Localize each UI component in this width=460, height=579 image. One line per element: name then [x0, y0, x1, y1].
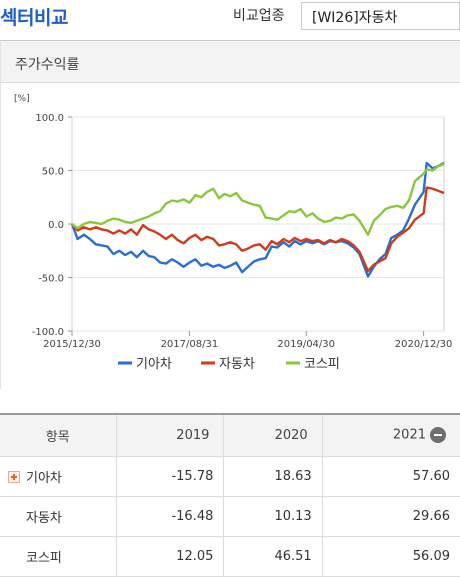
row-name-cell: 기아차	[0, 456, 116, 497]
series-lines	[70, 161, 445, 278]
x-tick-label: 2019/04/30	[277, 339, 335, 350]
table-row: 기아차 -15.78 18.63 57.60	[0, 456, 460, 497]
y-tick-label: -100.0	[32, 327, 64, 338]
column-header-item: 항목	[0, 414, 116, 457]
legend-label: 코스피	[304, 357, 340, 372]
table-row: 자동차 -16.48 10.13 29.66	[0, 496, 460, 537]
compare-sector-select[interactable]: [WI26]자동차	[301, 2, 460, 30]
x-tick-label: 2020/12/30	[395, 339, 453, 350]
expand-plus-icon[interactable]	[8, 470, 20, 483]
table-header-row: 항목 2019 2020 2021	[0, 414, 460, 457]
series-line	[71, 162, 445, 236]
row-name: 기아차	[26, 470, 62, 486]
x-tick-label: 2017/08/31	[161, 339, 219, 350]
returns-panel: 주가수익률	[0, 40, 460, 389]
returns-table: 항목 2019 2020 2021 기아차 -15.78 18.63 57.60…	[0, 413, 460, 577]
value-cell: 10.13	[223, 496, 323, 537]
legend-label: 기아차	[136, 357, 172, 372]
compare-label: 비교업종	[233, 8, 285, 24]
panel-header: 주가수익률	[1, 41, 460, 83]
value-cell: -16.48	[115, 496, 224, 537]
year-label: 2020	[274, 427, 308, 443]
y-tick-label: -50.0	[38, 274, 64, 285]
column-header-year: 2019	[115, 414, 224, 457]
y-axis-ticks: 100.0 50.0 0.0 -50.0 -100.0	[32, 113, 72, 338]
value-cell: 57.60	[321, 456, 460, 497]
y-tick-label: 50.0	[42, 167, 64, 178]
value-cell: 29.66	[321, 496, 460, 537]
y-tick-label: 0.0	[48, 220, 64, 231]
y-tick-label: 100.0	[35, 113, 64, 124]
value-cell: 12.05	[115, 536, 224, 577]
collapse-minus-icon[interactable]	[430, 427, 446, 444]
y-unit-label: [%]	[14, 94, 30, 104]
column-header-year: 2021	[321, 414, 460, 457]
x-axis-ticks: 2015/12/30 2017/08/31 2019/04/30 2020/12/30	[43, 331, 452, 350]
header: 섹터비교 비교업종 [WI26]자동차	[0, 0, 460, 36]
returns-chart: [%] 100.050.00.0-50.0-100.0 2015/12/30 20…	[14, 94, 452, 372]
value-cell: -15.78	[115, 456, 224, 497]
legend-label: 자동차	[219, 357, 255, 372]
page-title: 섹터비교	[0, 7, 68, 29]
column-header-year: 2020	[223, 414, 323, 457]
row-name-cell: 코스피	[0, 536, 116, 577]
row-name: 자동차	[26, 510, 62, 526]
year-label: 2019	[176, 427, 210, 443]
row-name-cell: 자동차	[0, 496, 116, 537]
value-cell: 56.09	[321, 536, 460, 577]
x-tick-label: 2015/12/30	[43, 339, 101, 350]
series-line	[71, 186, 445, 273]
value-cell: 46.51	[223, 536, 323, 577]
chart-legend: 기아차 자동차 코스피	[118, 357, 340, 372]
year-label: 2021	[392, 427, 426, 443]
value-cell: 18.63	[223, 456, 323, 497]
row-name: 코스피	[26, 550, 62, 566]
chart-grid	[71, 116, 445, 332]
panel-title: 주가수익률	[15, 57, 80, 73]
series-line	[70, 161, 445, 278]
table-row: 코스피 12.05 46.51 56.09	[0, 536, 460, 577]
